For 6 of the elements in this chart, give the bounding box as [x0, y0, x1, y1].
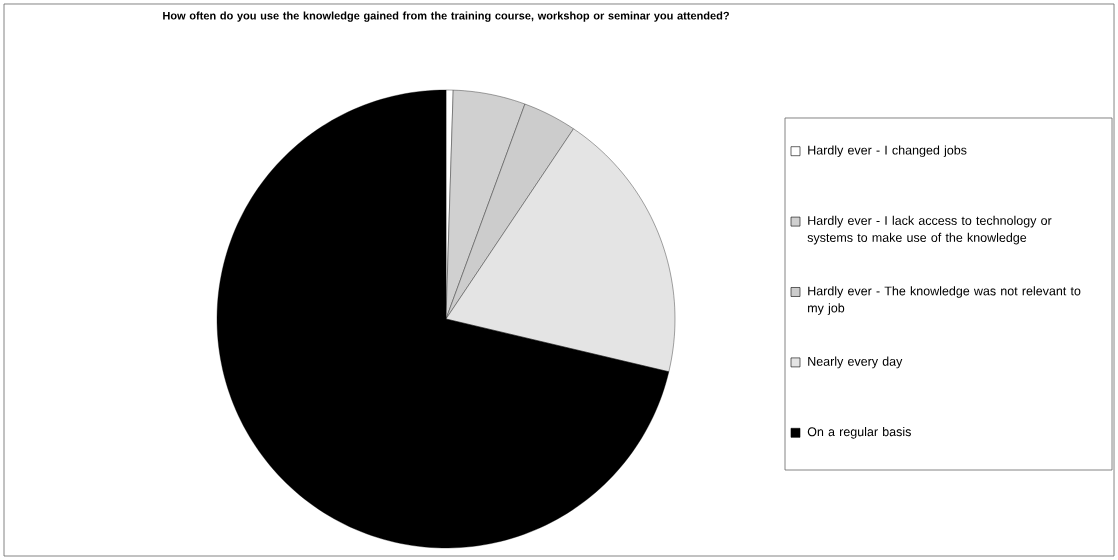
chart-title: How often do you use the knowledge gained from the training course, workshop or seminar you attended?: [163, 11, 729, 22]
legend-label: Hardly ever - The knowledge was not relevant to my job: [808, 286, 1081, 315]
legend-label: Hardly ever - I lack access to technology or systems to make use of the knowledge: [807, 215, 1052, 245]
legend-label: Nearly every day: [808, 356, 903, 369]
legend-label: On a regular basis: [807, 426, 911, 439]
legend-label: Hardly ever - I changed jobs: [808, 145, 967, 158]
